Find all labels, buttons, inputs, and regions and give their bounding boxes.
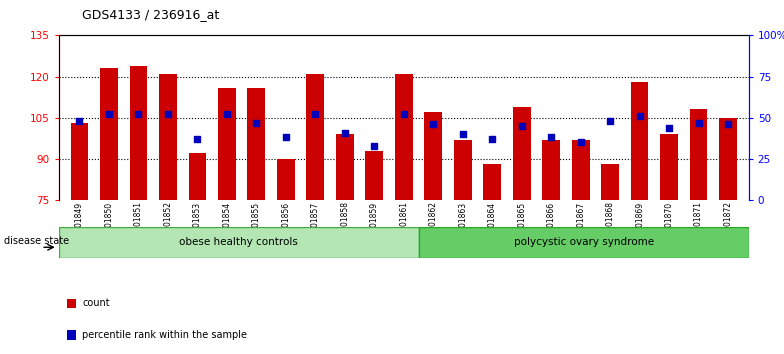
Text: GDS4133 / 236916_at: GDS4133 / 236916_at	[82, 8, 220, 21]
Point	[132, 112, 145, 117]
Bar	[395, 74, 412, 200]
Bar	[484, 164, 501, 200]
Point	[515, 123, 528, 129]
Bar	[601, 164, 619, 200]
Bar	[277, 159, 295, 200]
Bar	[248, 87, 265, 200]
Point	[103, 112, 115, 117]
Point	[427, 121, 440, 127]
Bar	[719, 118, 737, 200]
Point	[662, 125, 675, 130]
Point	[397, 112, 410, 117]
Point	[220, 112, 233, 117]
Bar	[365, 151, 383, 200]
Point	[280, 135, 292, 140]
Bar	[188, 153, 206, 200]
Text: count: count	[82, 298, 110, 308]
Bar	[660, 134, 678, 200]
Point	[162, 112, 174, 117]
Bar	[454, 139, 471, 200]
Bar	[690, 109, 707, 200]
Bar	[218, 87, 236, 200]
Point	[692, 120, 705, 125]
Bar	[572, 139, 590, 200]
Point	[633, 113, 646, 119]
Bar	[59, 227, 419, 258]
Point	[456, 131, 469, 137]
Point	[250, 120, 263, 125]
Point	[191, 136, 204, 142]
Text: percentile rank within the sample: percentile rank within the sample	[82, 330, 247, 340]
Bar	[513, 107, 531, 200]
Text: disease state: disease state	[4, 236, 69, 246]
Bar	[543, 139, 560, 200]
Bar	[336, 134, 354, 200]
Point	[339, 130, 351, 135]
Point	[368, 143, 380, 149]
Bar	[129, 65, 147, 200]
Point	[604, 118, 616, 124]
Bar	[307, 74, 324, 200]
Bar	[100, 68, 118, 200]
Point	[545, 135, 557, 140]
Point	[309, 112, 321, 117]
Text: obese healthy controls: obese healthy controls	[180, 238, 298, 247]
Bar	[424, 112, 442, 200]
Point	[575, 139, 587, 145]
Point	[486, 136, 499, 142]
Bar	[419, 227, 749, 258]
Bar	[71, 123, 89, 200]
Bar	[159, 74, 176, 200]
Point	[73, 118, 85, 124]
Point	[722, 121, 735, 127]
Bar	[631, 82, 648, 200]
Text: polycystic ovary syndrome: polycystic ovary syndrome	[514, 238, 654, 247]
